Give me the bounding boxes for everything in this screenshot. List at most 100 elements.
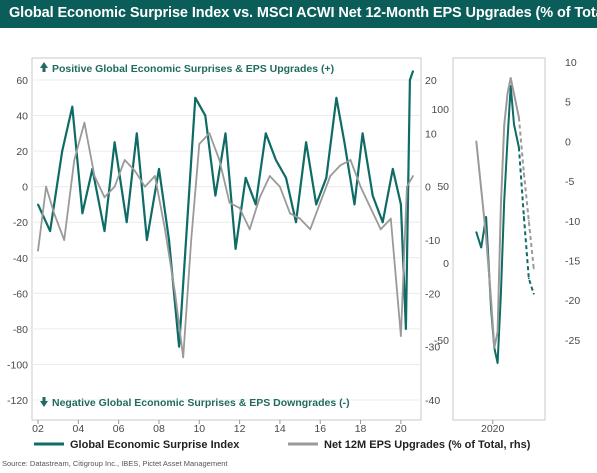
eps-point (63, 239, 66, 241)
eps-point (319, 201, 322, 204)
zoom-surprise-point (475, 231, 478, 234)
zoom-eps-point (513, 92, 515, 95)
eps-point (289, 212, 291, 215)
zoom-surprise-point (499, 292, 502, 295)
title-bar: Global Economic Surprise Index vs. MSCI … (0, 0, 597, 28)
surprise-point (285, 176, 287, 179)
zoom-eps-point (475, 140, 478, 143)
main-x-tick-label: 12 (234, 423, 246, 435)
eps-point (389, 217, 392, 220)
zoom-eps-point (509, 76, 512, 79)
legend-label-surprise: Global Economic Surprise Index (70, 439, 240, 451)
main-right-axis: 20 10 0 -10 -20 -30 -40 (425, 75, 440, 407)
zoom-eps-point (532, 267, 535, 270)
main-x-tick-label: 18 (355, 423, 367, 435)
main-x-tick-label: 08 (153, 423, 165, 435)
eps-point (45, 185, 47, 188)
main-right-tick-label: -20 (425, 288, 440, 300)
eps-point (37, 249, 39, 252)
main-left-tick-label: -60 (13, 288, 28, 300)
surprise-point (399, 203, 402, 206)
surprise-point (125, 221, 128, 224)
series-line-eps (37, 121, 414, 359)
eps-point (369, 207, 372, 209)
surprise-point (412, 70, 414, 73)
main-series-layer (36, 70, 415, 359)
chart-title: Global Economic Surprise Index vs. MSCI … (9, 5, 597, 21)
arrow-up-stem-icon (42, 67, 46, 72)
main-left-tick-label: -80 (13, 324, 28, 336)
arrow-down-icon (40, 401, 48, 407)
surprise-point (274, 159, 277, 161)
main-right-tick-label: -40 (425, 395, 440, 407)
zoom-plot-frame (452, 57, 546, 421)
surprise-point (61, 150, 64, 153)
eps-point (103, 196, 106, 199)
eps-point (218, 159, 221, 161)
main-left-tick-label: -40 (13, 253, 28, 265)
zoom-eps-point (527, 219, 530, 222)
main-x-tick-label: 20 (395, 423, 407, 435)
surprise-point (315, 203, 318, 206)
main-right-tick-label: -10 (425, 235, 440, 247)
zoom-left-axis: 100 50 0 -50 (431, 104, 449, 347)
zoom-projection-eps (517, 117, 535, 269)
surprise-point (186, 221, 189, 224)
zoom-eps-point (522, 172, 525, 175)
surprise-point (135, 132, 138, 135)
zoom-eps-point (490, 299, 492, 302)
zoom-right-tick-label: -20 (565, 295, 580, 307)
main-right-tick-label: 0 (425, 182, 431, 194)
eps-point (143, 185, 146, 188)
zoom-eps-point (506, 92, 509, 95)
zoom-eps-point (493, 346, 496, 349)
surprise-point (335, 96, 338, 99)
zoom-right-axis: 10 5 0 -5 -10 -15 -20 -25 (565, 57, 580, 347)
surprise-point (145, 239, 148, 241)
arrow-down-stem-icon (42, 397, 46, 402)
zoom-surprise-point (518, 146, 520, 149)
surprise-point (113, 141, 116, 144)
surprise-point (214, 194, 217, 197)
zoom-eps-point (499, 204, 502, 206)
surprise-point (194, 96, 197, 99)
eps-point (339, 164, 342, 167)
eps-point (406, 185, 408, 188)
legend-label-eps: Net 12M EPS Upgrades (% of Total, rhs) (324, 439, 531, 451)
eps-point (238, 207, 241, 209)
eps-point (190, 239, 193, 241)
eps-point (258, 196, 261, 199)
zoom-series-layer (475, 76, 535, 364)
surprise-point (343, 141, 346, 144)
main-grid (32, 79, 421, 401)
zoom-right-tick-label: 10 (565, 57, 577, 69)
eps-point (349, 159, 352, 161)
zoom-right-tick-label: -15 (565, 256, 580, 268)
surprise-point (178, 345, 181, 348)
surprise-point (371, 194, 374, 197)
eps-point (113, 185, 116, 188)
eps-point (182, 356, 185, 359)
zoom-surprise-point (513, 123, 515, 126)
zoom-right-tick-label: -5 (565, 176, 574, 188)
zoom-surprise-point (503, 200, 506, 203)
zoom-eps-point (485, 235, 488, 238)
main-left-tick-label: -120 (7, 395, 28, 407)
surprise-point (244, 176, 247, 179)
zoom-eps-point (496, 331, 499, 333)
surprise-point (81, 212, 84, 215)
series-line-surprise (36, 70, 415, 348)
main-left-axis: 60 40 20 0 -20 -40 -60 -80 -100 -120 (7, 75, 28, 407)
eps-point (154, 175, 156, 177)
surprise-point (264, 132, 267, 135)
surprise-point (204, 114, 207, 117)
surprise-point (158, 167, 160, 170)
surprise-point (325, 176, 328, 179)
eps-point (329, 175, 332, 177)
main-x-tick-label: 06 (113, 423, 125, 435)
main-x-tick-label: 10 (193, 423, 205, 435)
main-right-tick-label: -30 (425, 342, 440, 354)
surprise-point (405, 327, 407, 330)
zoom-right-tick-label: -10 (565, 216, 580, 228)
